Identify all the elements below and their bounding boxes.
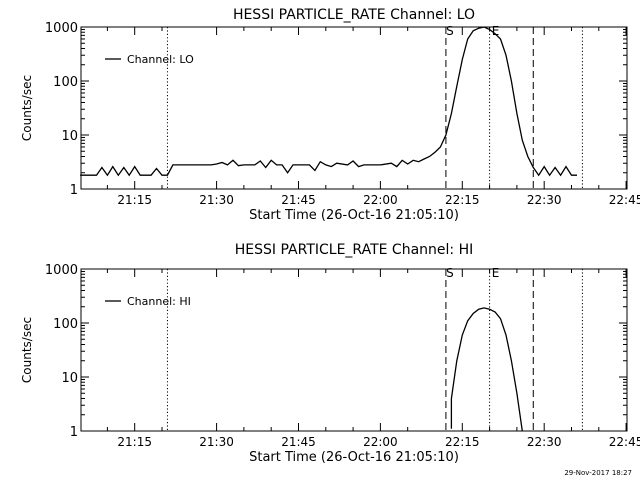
x-tick-label: 22:00 xyxy=(363,193,398,207)
x-tick-label: 22:30 xyxy=(527,435,562,449)
plot-frame xyxy=(80,268,628,432)
x-tick-label: 21:30 xyxy=(199,435,234,449)
x-tick-label: 21:15 xyxy=(117,193,152,207)
y-tick-label: 100 xyxy=(53,75,78,90)
legend-label: Channel: LO xyxy=(127,53,194,66)
marker-label-s: S xyxy=(446,24,454,38)
chart-title: HESSI PARTICLE_RATE Channel: HI xyxy=(235,242,473,258)
x-tick-label: 21:45 xyxy=(281,435,316,449)
x-axis-label: Start Time (26-Oct-16 21:05:10) xyxy=(249,208,459,223)
x-tick-label: 22:45 xyxy=(609,193,640,207)
y-tick-label: 10 xyxy=(61,129,78,144)
y-tick-label: 1000 xyxy=(45,21,78,36)
y-axis-label: Counts/sec xyxy=(20,317,34,383)
y-tick-label: 1 xyxy=(70,425,78,440)
plot-frame xyxy=(80,26,628,190)
marker-label-e: E xyxy=(492,266,500,280)
marker-label-e: E xyxy=(492,24,500,38)
y-tick-label: 100 xyxy=(53,317,78,332)
x-tick-label: 22:30 xyxy=(527,193,562,207)
x-tick-label: 21:45 xyxy=(281,193,316,207)
x-tick-label: 22:15 xyxy=(445,193,480,207)
marker-label-s: S xyxy=(446,266,454,280)
x-tick-label: 22:45 xyxy=(609,435,640,449)
chart-title: HESSI PARTICLE_RATE Channel: LO xyxy=(233,7,475,23)
footer-timestamp: 29-Nov-2017 18:27 xyxy=(564,469,632,477)
y-tick-label: 1 xyxy=(70,183,78,198)
series-line xyxy=(450,307,523,432)
x-tick-label: 22:15 xyxy=(445,435,480,449)
series-line xyxy=(80,26,577,177)
y-tick-label: 1000 xyxy=(45,263,78,278)
y-axis-label: Counts/sec xyxy=(20,75,34,141)
x-tick-label: 21:15 xyxy=(117,435,152,449)
x-axis-label: Start Time (26-Oct-16 21:05:10) xyxy=(249,450,459,465)
legend-label: Channel: HI xyxy=(127,295,191,308)
x-tick-label: 22:00 xyxy=(363,435,398,449)
x-tick-label: 21:30 xyxy=(199,193,234,207)
y-tick-label: 10 xyxy=(61,371,78,386)
